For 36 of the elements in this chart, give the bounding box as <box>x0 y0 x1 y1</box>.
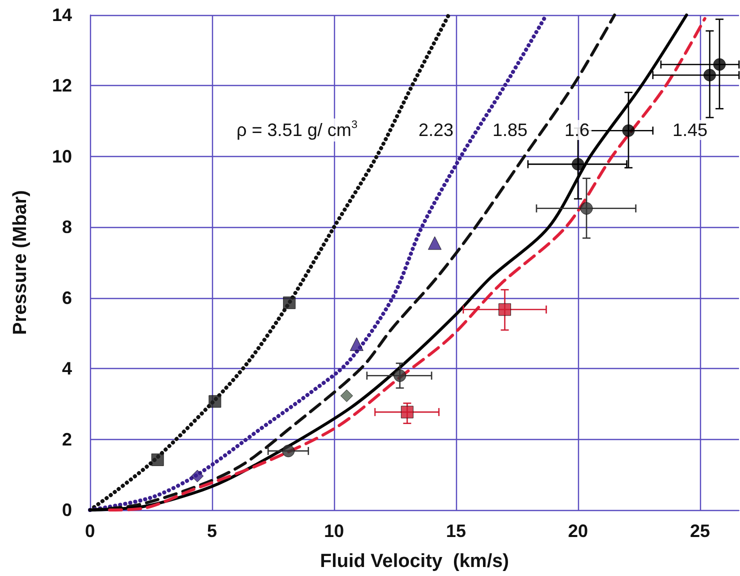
annotation: 1.45 <box>672 120 708 140</box>
y-tick-label: 8 <box>62 217 72 238</box>
point <box>580 202 593 215</box>
x-axis-title: Fluid Velocity (km/s) <box>320 551 509 572</box>
x-tick-label: 0 <box>84 521 96 541</box>
y-tick-label: 10 <box>52 146 72 166</box>
point <box>572 158 584 170</box>
point <box>191 470 204 482</box>
y-tick-label: 0 <box>62 500 72 520</box>
annotation: 2.23 <box>418 120 454 140</box>
point <box>208 395 222 408</box>
point <box>151 454 164 466</box>
point <box>713 58 726 71</box>
point <box>400 406 414 418</box>
x-tick-label: 20 <box>568 521 588 541</box>
point <box>622 124 635 137</box>
point <box>340 390 353 402</box>
point <box>350 337 364 351</box>
y-tick-label: 14 <box>52 5 72 25</box>
y-tick-label: 12 <box>52 76 72 96</box>
point <box>703 68 716 82</box>
y-axis-title: Pressure (Mbar) <box>10 190 31 335</box>
x-tick-label: 10 <box>324 521 344 541</box>
annotation: 1.6 <box>564 120 590 140</box>
y-tick-label: 6 <box>62 288 72 308</box>
y-tick-label: 4 <box>62 358 72 379</box>
annotation: 1.85 <box>492 120 528 140</box>
point <box>282 444 295 458</box>
point <box>498 303 512 316</box>
x-tick-label: 15 <box>446 521 466 541</box>
y-tick-label: 2 <box>62 429 72 450</box>
x-tick-label: 5 <box>206 521 217 541</box>
point <box>428 236 442 250</box>
point <box>394 369 406 382</box>
x-tick-label: 25 <box>690 521 710 541</box>
point <box>283 296 296 310</box>
